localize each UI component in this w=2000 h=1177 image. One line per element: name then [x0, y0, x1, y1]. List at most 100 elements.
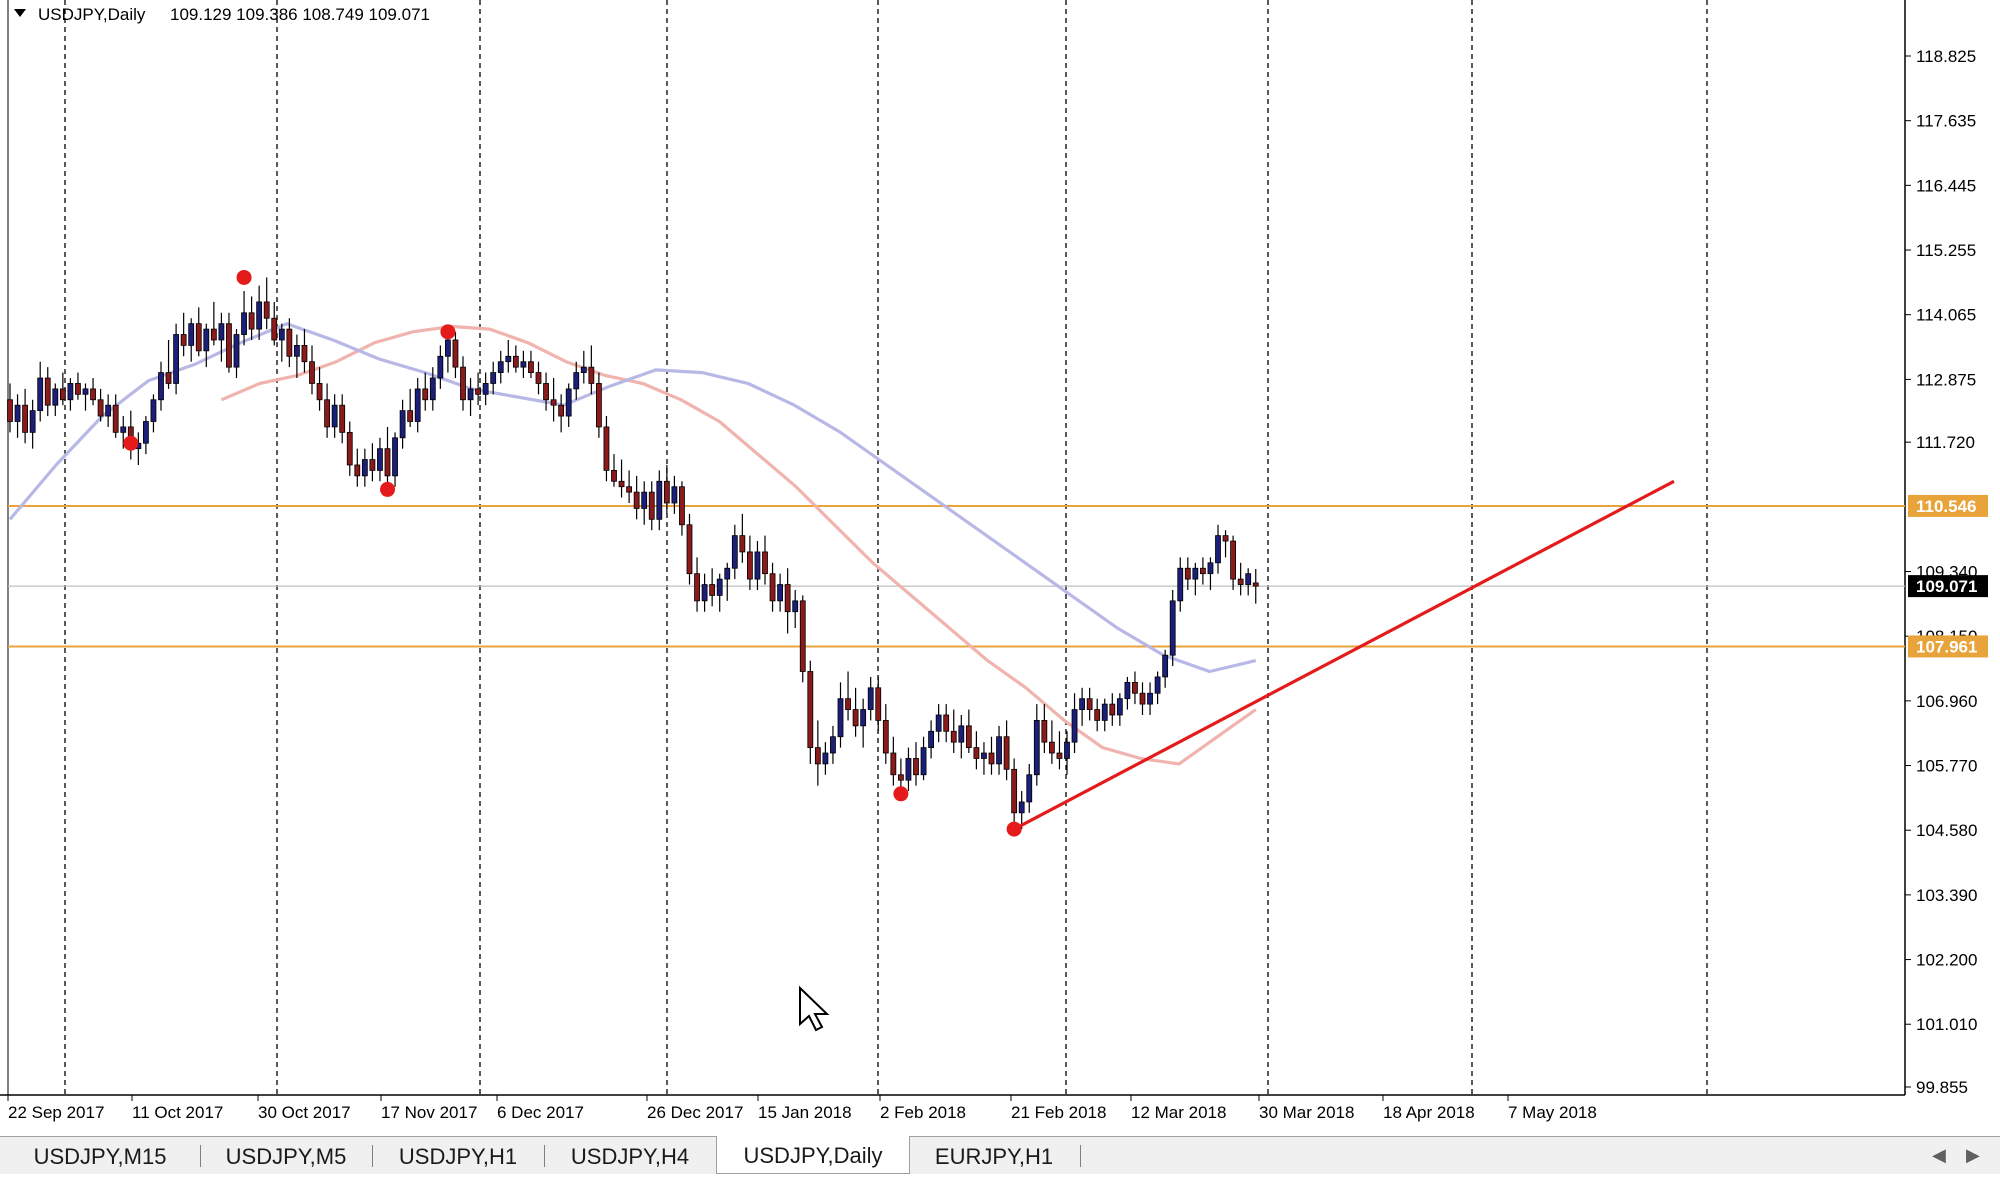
tab-usdjpy-m5[interactable]: USDJPY,M5	[200, 1137, 372, 1173]
tab-usdjpy-daily[interactable]: USDJPY,Daily	[716, 1136, 910, 1174]
symbol-label: USDJPY,Daily	[38, 5, 146, 24]
time-tick-label: 26 Dec 2017	[647, 1103, 743, 1122]
candle-body	[1065, 742, 1070, 758]
candle-body	[612, 470, 617, 481]
candle-body	[808, 672, 813, 748]
candle-body	[370, 460, 375, 471]
candle-body	[1178, 568, 1183, 601]
time-tick-label: 18 Apr 2018	[1383, 1103, 1475, 1122]
candle-body	[362, 460, 367, 476]
time-tick-label: 2 Feb 2018	[880, 1103, 966, 1122]
candle-body	[574, 373, 579, 389]
candle-body	[151, 400, 156, 422]
candle-body	[830, 737, 835, 753]
candle-body	[898, 775, 903, 780]
candle-body	[906, 758, 911, 780]
price-level-label: 110.546	[1916, 497, 1977, 516]
candle-body	[196, 324, 201, 351]
candle-body	[861, 710, 866, 726]
price-tick-label: 103.390	[1916, 886, 1977, 905]
candle-body	[506, 356, 511, 361]
candle-body	[1110, 704, 1115, 715]
candle-body	[468, 389, 473, 400]
candle-body	[121, 427, 126, 432]
candle-body	[891, 753, 896, 775]
candle-body	[536, 373, 541, 384]
candle-body	[53, 389, 58, 405]
candle-body	[204, 329, 209, 351]
candle-body	[883, 720, 888, 753]
candle-body	[400, 411, 405, 438]
scroll-left-icon[interactable]: ◀	[1932, 1141, 1946, 1169]
candle-body	[226, 324, 231, 367]
candle-body	[430, 378, 435, 400]
candle-body	[664, 481, 669, 503]
candle-body	[1102, 704, 1107, 720]
candle-body	[521, 362, 526, 367]
candle-body	[445, 340, 450, 356]
candle-body	[974, 748, 979, 759]
candle-body	[317, 383, 322, 399]
candle-body	[68, 383, 73, 399]
candle-body	[717, 579, 722, 595]
tab-usdjpy-h4[interactable]: USDJPY,H4	[544, 1137, 716, 1173]
candle-body	[1019, 802, 1024, 813]
candle-body	[1223, 536, 1228, 541]
candle-body	[234, 335, 239, 368]
candle-body	[1072, 710, 1077, 743]
candle-body	[498, 362, 503, 373]
candle-body	[1246, 574, 1251, 585]
candle-body	[785, 585, 790, 612]
price-tick-label: 111.720	[1916, 433, 1975, 452]
candle-body	[476, 389, 481, 394]
candle-body	[1253, 583, 1258, 586]
candle-body	[981, 753, 986, 758]
candle-body	[60, 389, 65, 400]
candle-body	[38, 378, 43, 411]
candle-body	[1163, 655, 1168, 677]
candle-body	[393, 438, 398, 476]
candle-body	[747, 552, 752, 579]
time-tick-label: 12 Mar 2018	[1131, 1103, 1226, 1122]
price-level-label: 107.961	[1916, 637, 1977, 656]
swing-point-marker	[440, 324, 455, 339]
price-tick-label: 104.580	[1916, 821, 1977, 840]
tab-usdjpy-h1[interactable]: USDJPY,H1	[372, 1137, 544, 1173]
candle-body	[936, 715, 941, 731]
price-tick-label: 117.635	[1916, 112, 1976, 131]
candle-body	[951, 731, 956, 742]
candle-body	[340, 405, 345, 432]
candle-body	[30, 411, 35, 433]
candle-body	[596, 383, 601, 426]
swing-point-marker	[893, 786, 908, 801]
tab-label: EURJPY,H1	[935, 1144, 1053, 1169]
candle-body	[287, 329, 292, 356]
chart-canvas[interactable]: 118.825 117.635 116.445 115.255 114.065 112.8…	[0, 0, 2000, 1136]
candle-body	[257, 302, 262, 329]
chart-tab-bar: USDJPY,M15 USDJPY,M5 USDJPY,H1 USDJPY,H4…	[0, 1136, 2000, 1174]
tab-usdjpy-m15[interactable]: USDJPY,M15	[0, 1137, 200, 1173]
candle-body	[778, 585, 783, 601]
candle-body	[551, 400, 556, 405]
candle-body	[174, 335, 179, 384]
candle-body	[1148, 693, 1153, 704]
candle-body	[732, 536, 737, 569]
scroll-right-icon[interactable]: ▶	[1966, 1141, 1980, 1169]
candle-body	[528, 362, 533, 373]
candle-body	[1140, 693, 1145, 704]
tab-eurjpy-h1[interactable]: EURJPY,H1	[908, 1137, 1080, 1173]
candle-body	[91, 389, 96, 400]
tab-label: USDJPY,M5	[226, 1144, 347, 1169]
candle-body	[1080, 699, 1085, 710]
candle-body	[695, 574, 700, 601]
price-tick-label: 114.065	[1916, 306, 1976, 325]
ohlc-readout: 109.129 109.386 108.749 109.071	[170, 5, 430, 24]
candle-body	[755, 552, 760, 579]
candle-body	[355, 465, 360, 476]
candle-body	[921, 748, 926, 775]
candle-body	[1193, 568, 1198, 579]
candle-body	[823, 753, 828, 764]
chart-header: USDJPY,Daily 109.129 109.386 108.749 109…	[14, 5, 430, 24]
candle-body	[483, 383, 488, 394]
